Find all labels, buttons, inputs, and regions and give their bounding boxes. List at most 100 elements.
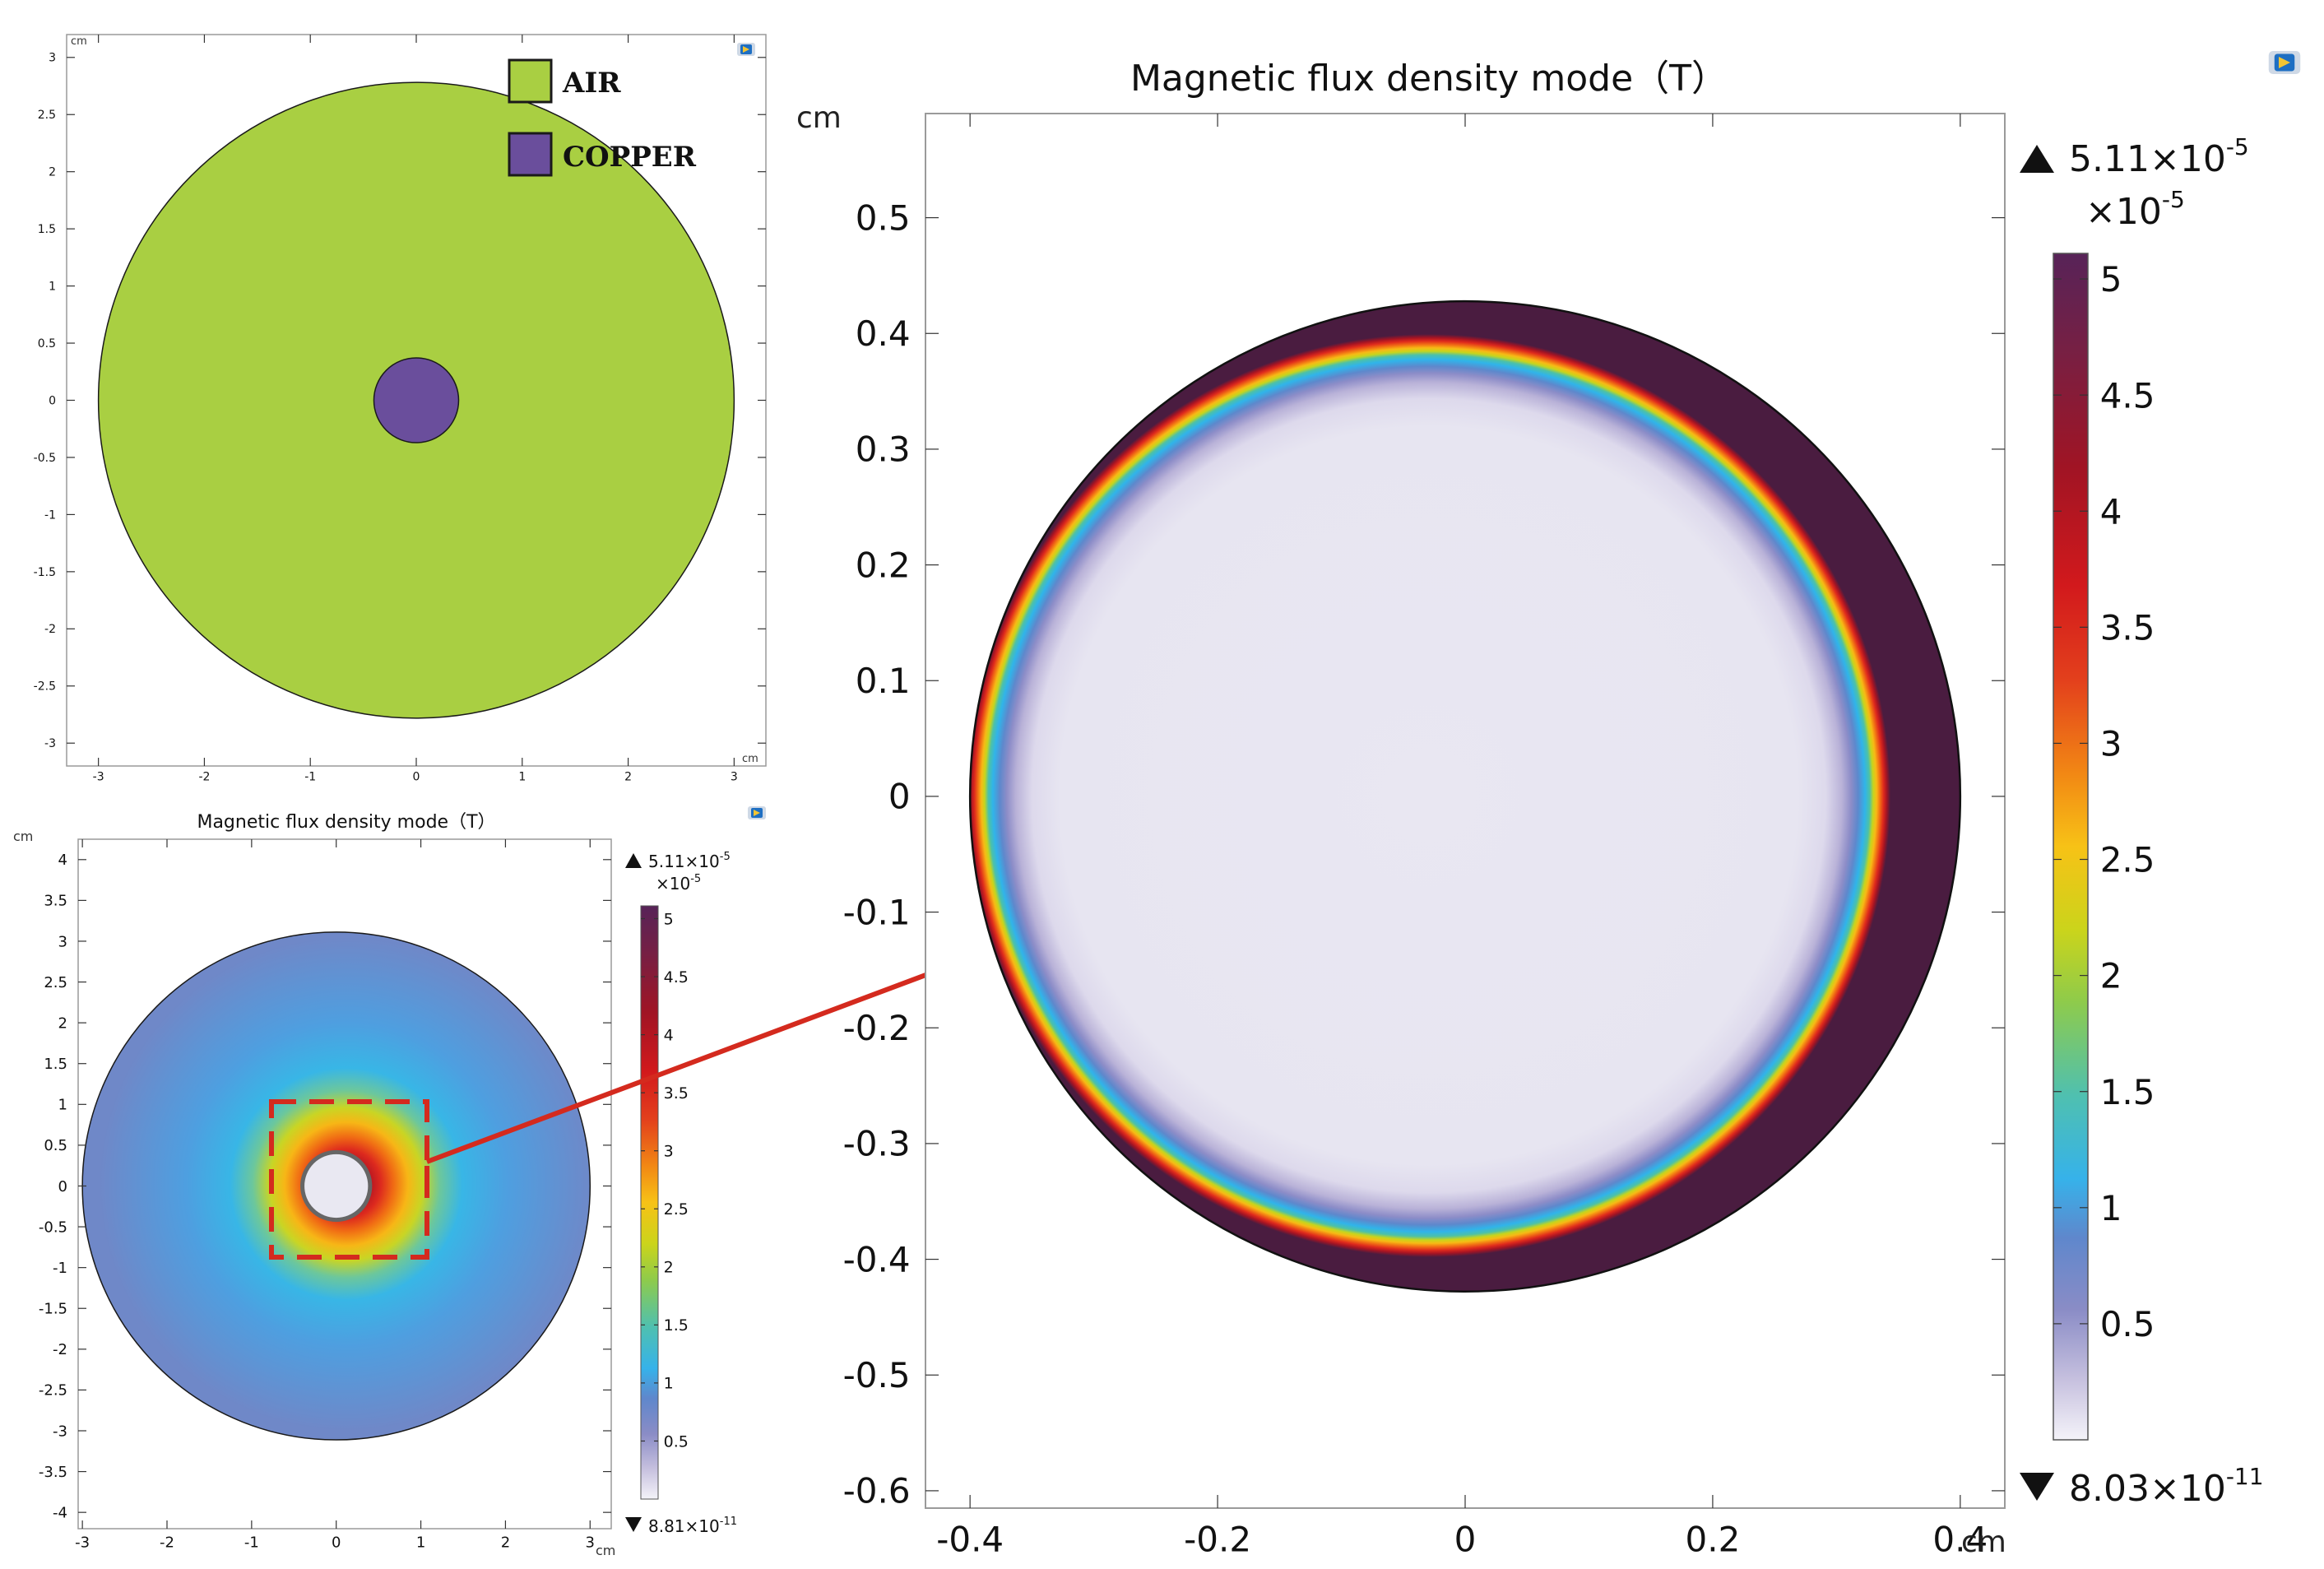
small-plot-y-tick-label: -3.5 [39,1464,67,1481]
geometry-y-tick-label: -1.5 [34,566,56,579]
small-colorbar-gradient [640,905,659,1500]
geometry-y-axis: 3 2.5 2 1.5 1 0.5 0 -0.5 -1 -1.5 -2 -2.5 -3 [34,52,766,750]
small-colorbar-tick-label: 2.5 [664,1200,689,1219]
small-plot-x-tick-label: 2 [501,1534,510,1552]
small-unit-label-top: cm [13,829,33,844]
small-plot-y-tick-label: -1.5 [39,1301,67,1318]
geometry-x-tick-label: -1 [304,771,316,784]
small-plot-y-tick-label: -2 [53,1341,67,1358]
geometry-y-tick-label: 1.5 [38,223,56,236]
small-colorbar-tick-label: 1.5 [664,1316,689,1335]
geometry-y-tick-label: -2 [44,623,56,636]
large-colorbar-ticks: 5 4.5 4 3.5 3 2.5 2 1.5 1 0.5 [2053,259,2155,1344]
large-colorbar: 5.11×10-5 ×10-5 5 4.5 4 3.5 3 2.5 2 1.5 1 0.5 8.0… [2020,133,2264,1510]
small-plot-y-tick-label: 0 [58,1178,67,1195]
triangle-down-icon [625,1517,642,1532]
geometry-unit-label-right: cm [742,753,758,765]
large-plot-x-axis: -0.4 -0.2 0 0.2 0.4 [936,114,1988,1560]
large-plot-y-tick-label: 0.2 [856,545,911,585]
small-plot-y-tick-label: 3 [58,933,67,950]
small-plot-y-tick-label: -3 [53,1423,67,1440]
geometry-y-tick-label: 2.5 [38,109,56,122]
small-colorbar-min: 8.81×10-11 [648,1516,737,1536]
geometry-x-tick-label: 1 [518,771,526,784]
small-plot-y-tick-label: 1.5 [44,1056,67,1073]
geometry-y-tick-label: -3 [44,737,56,750]
material-legend: AIR COPPER [508,58,697,177]
small-plot-y-tick-label: 2.5 [44,974,67,991]
large-colorbar-tick-label: 1.5 [2100,1072,2155,1112]
large-unit-label-top: cm [796,101,842,135]
legend-label-copper: COPPER [563,141,697,174]
small-colorbar-tick-label: 5 [664,910,674,928]
large-plot-y-tick-label: -0.6 [843,1471,911,1511]
small-plot-y-tick-label: -0.5 [39,1219,67,1236]
comsol-logo-icon [2268,51,2301,74]
small-plot-y-tick-label: 0.5 [44,1137,67,1154]
comsol-logo-icon [748,806,766,819]
geometry-x-tick-label: 3 [731,771,738,784]
legend-swatch-copper [508,132,553,177]
small-plot-y-axis: 4 3.5 3 2.5 2 1.5 1 0.5 0 -0.5 -1 -1.5 -2 -2.5 -3 -3.5 -… [39,852,611,1521]
large-plot-y-tick-label: -0.3 [843,1124,911,1164]
small-plot-title: Magnetic flux density mode（T） [197,812,495,833]
geometry-y-tick-label: 3 [49,52,56,65]
large-plot-y-tick-label: 0 [888,777,911,817]
large-colorbar-tick-label: 1 [2100,1188,2122,1228]
large-colorbar-gradient [2053,253,2089,1441]
large-field-panel: Magnetic flux density mode（T） -0.4 -0.2 0 0… [796,51,2301,1560]
large-colorbar-tick-label: 5 [2100,259,2122,299]
small-colorbar-tick-label: 4 [664,1026,674,1044]
large-unit-label-right: cm [1961,1525,2006,1559]
triangle-up-icon [2020,145,2054,173]
small-field-panel: Magnetic flux density mode（T） -3 -2 -1 0 1 2 3… [13,806,766,1558]
geometry-y-tick-label: -0.5 [34,452,56,465]
small-colorbar-tick-label: 1 [664,1375,674,1393]
small-colorbar-scale: ×10-5 [656,873,701,894]
geometry-y-tick-label: 1 [49,280,56,293]
geometry-x-axis: -3 -2 -1 0 1 2 3 [93,35,738,784]
large-plot-x-tick-label: 0 [1454,1520,1477,1560]
large-colorbar-tick-label: 3 [2100,724,2122,764]
small-plot-y-tick-label: 1 [58,1097,67,1114]
small-plot-x-tick-label: -2 [160,1534,174,1552]
large-plot-y-tick-label: -0.5 [843,1355,911,1395]
large-plot-x-tick-label: -0.2 [1184,1520,1251,1560]
large-plot-y-axis: 0.5 0.4 0.3 0.2 0.1 0 -0.1 -0.2 -0.3 -0.4 -0.5 -0.6 [843,197,2005,1511]
small-colorbar-max: 5.11×10-5 [648,851,731,871]
large-plot-y-tick-label: 0.1 [856,661,911,701]
large-colorbar-tick-label: 2 [2100,956,2122,996]
small-colorbar-tick-label: 4.5 [664,968,689,986]
large-plot-y-tick-label: -0.1 [843,892,911,932]
small-colorbar-tick-label: 3.5 [664,1084,689,1102]
small-plot-x-tick-label: 3 [586,1534,595,1552]
small-colorbar-tick-label: 2 [664,1259,674,1277]
geometry-x-tick-label: 2 [624,771,632,784]
large-plot-y-tick-label: -0.4 [843,1239,911,1279]
large-plot-y-tick-label: -0.2 [843,1008,911,1048]
geometry-x-tick-label: -3 [93,771,104,784]
large-colorbar-min: 8.03×10-11 [2069,1463,2264,1510]
small-plot-y-tick-label: 3.5 [44,893,67,910]
geometry-y-tick-label: 0.5 [38,337,56,350]
small-plot-x-tick-label: -1 [244,1534,259,1552]
small-plot-x-tick-label: -3 [75,1534,90,1552]
large-plot-x-tick-label: -0.4 [936,1520,1004,1560]
geometry-y-tick-label: -1 [44,508,56,522]
large-field-copper-domain [968,299,1962,1293]
large-colorbar-scale: ×10-5 [2085,186,2185,233]
small-colorbar: 5.11×10-5 ×10-5 5 4.5 4 3.5 3 2.5 2 1.5 1 0.5 8.8… [625,851,737,1536]
triangle-up-icon [625,853,642,868]
small-colorbar-tick-label: 3 [664,1143,674,1161]
large-colorbar-tick-label: 3.5 [2100,607,2155,648]
geometry-x-tick-label: 0 [413,771,420,784]
geometry-y-tick-label: 2 [49,166,56,179]
small-plot-y-tick-label: -1 [53,1260,67,1277]
large-colorbar-tick-label: 0.5 [2100,1304,2155,1344]
small-plot-y-tick-label: 2 [58,1014,67,1032]
small-field-copper-domain [300,1149,373,1223]
geometry-y-tick-label: 0 [49,394,56,407]
large-colorbar-tick-label: 2.5 [2100,840,2155,880]
small-colorbar-tick-label: 0.5 [664,1432,689,1451]
